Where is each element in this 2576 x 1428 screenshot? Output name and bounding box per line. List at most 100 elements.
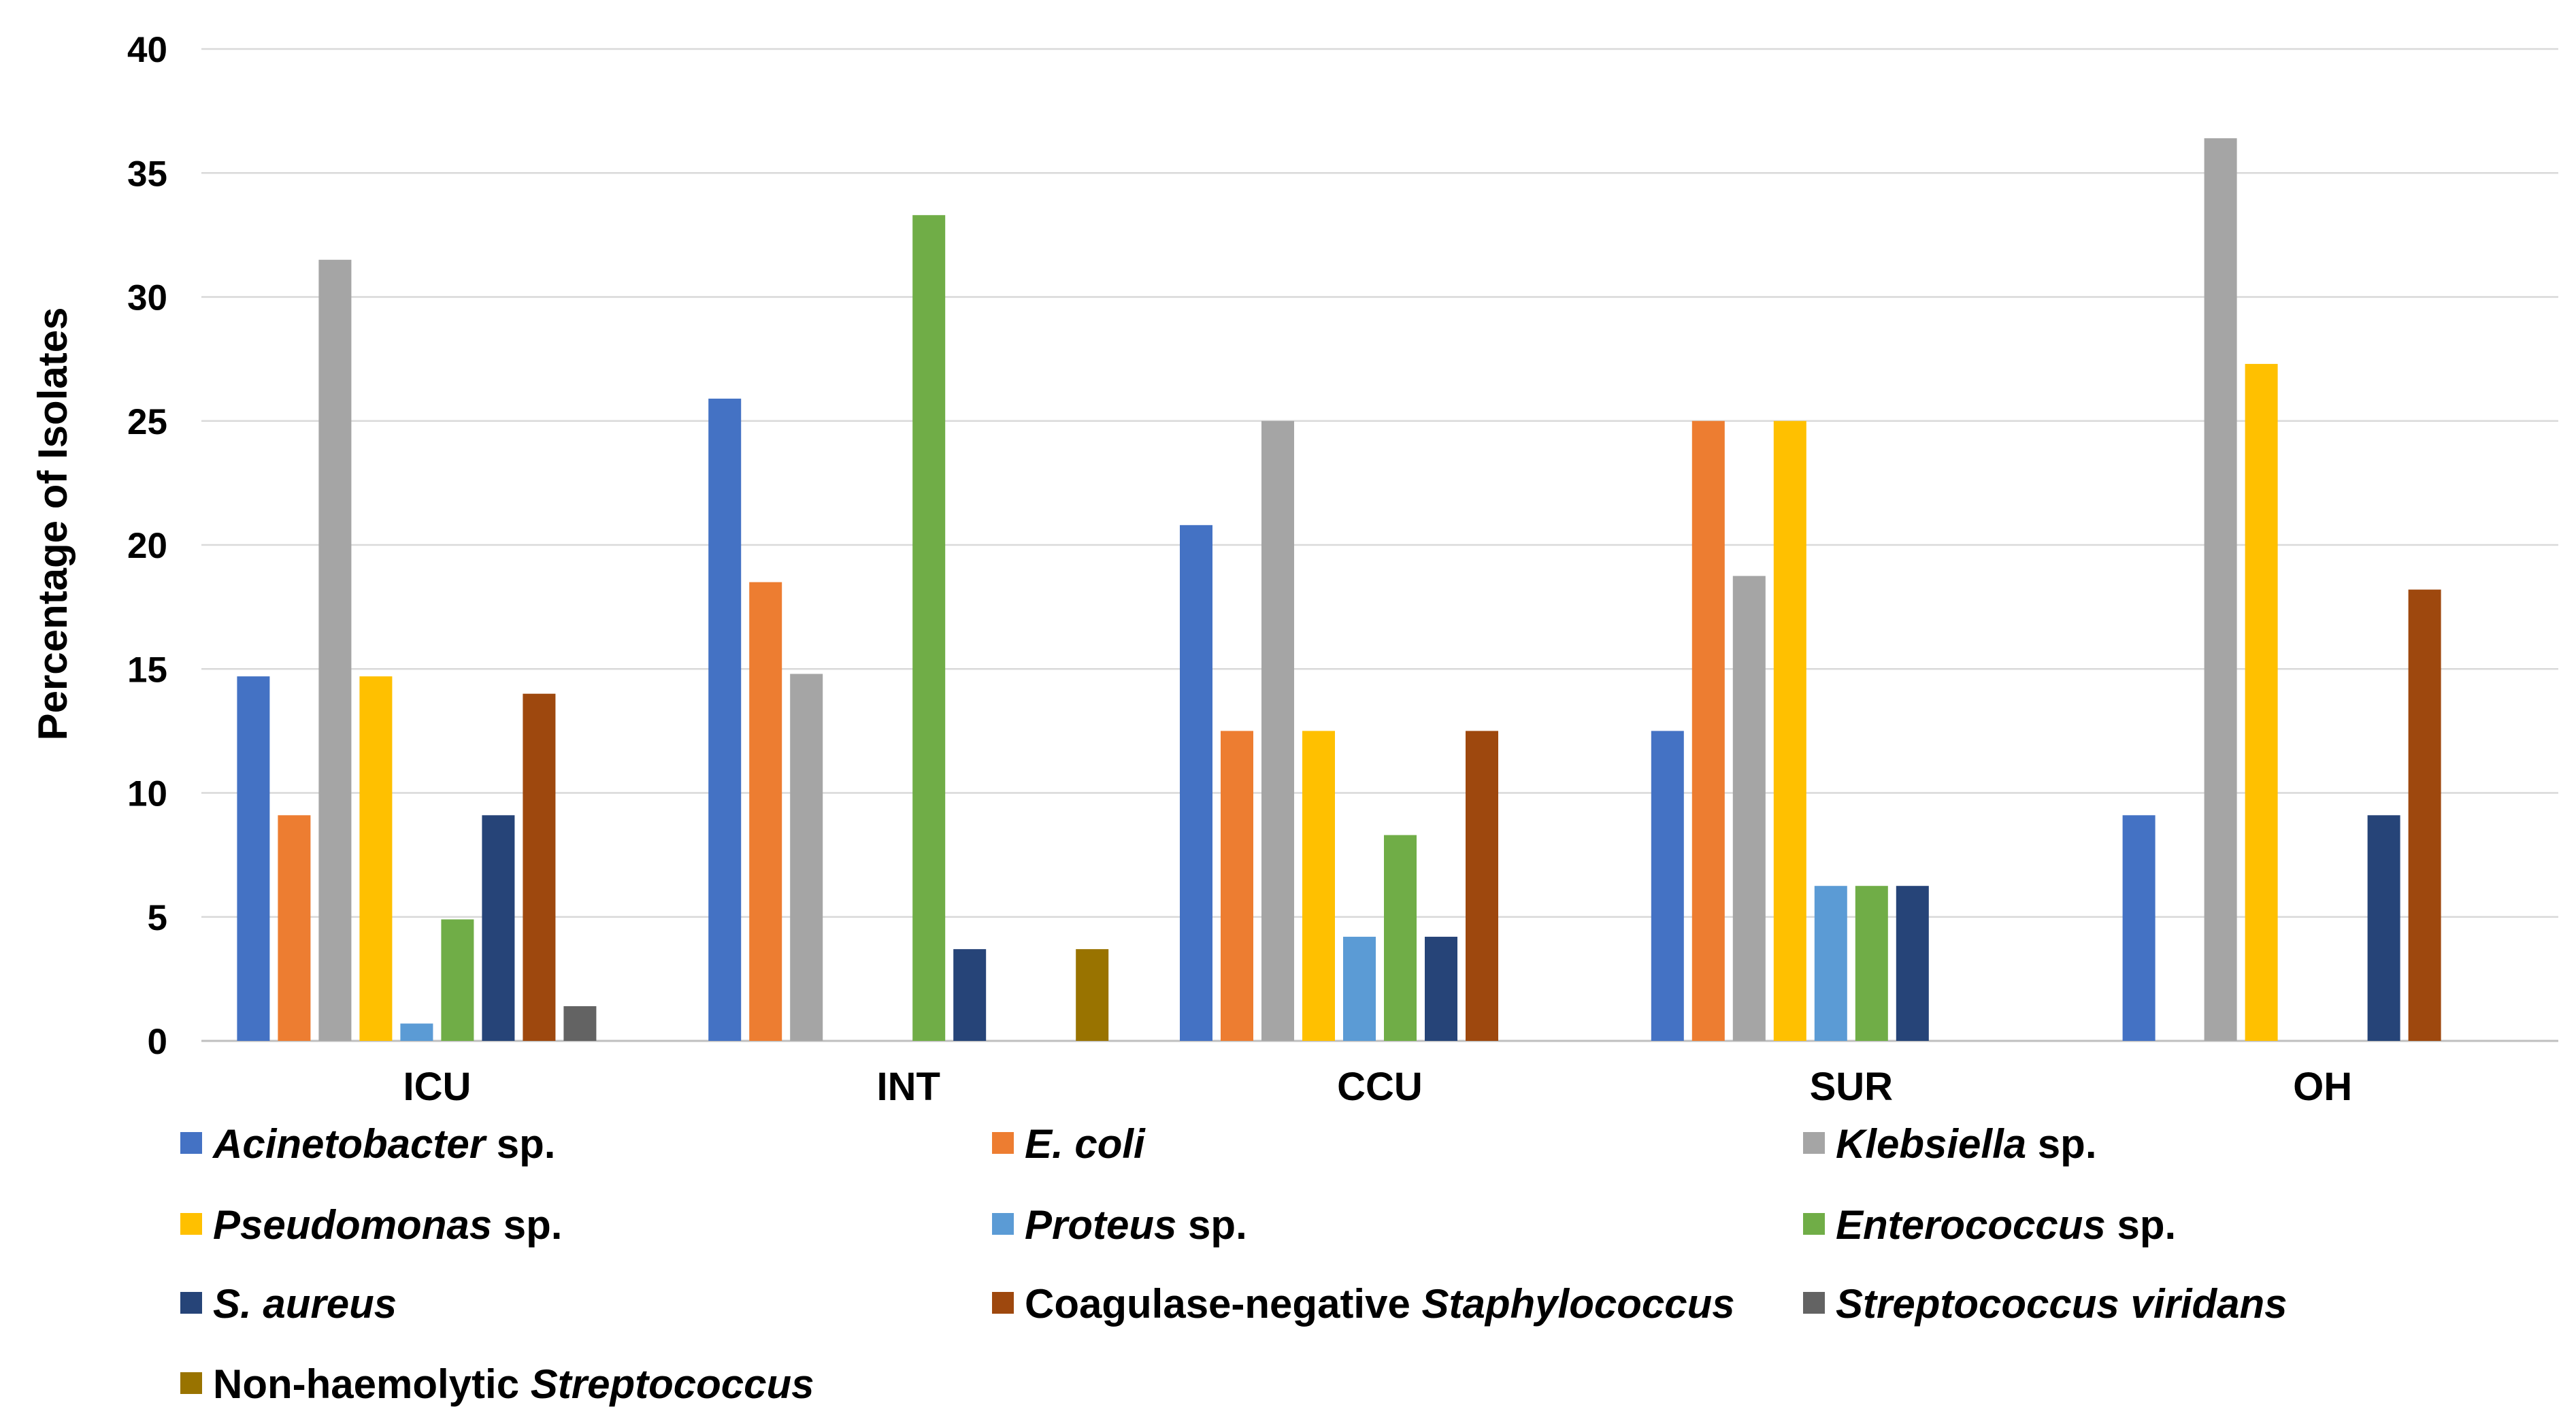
legend-swatch — [180, 1372, 202, 1394]
legend-swatch — [1803, 1213, 1825, 1235]
legend-item: Enterococcus sp. — [1803, 1202, 2176, 1248]
legend-item: E. coli — [992, 1121, 1146, 1167]
legend-item: Acinetobacter sp. — [180, 1121, 555, 1167]
legend-label-part: sp. — [485, 1121, 555, 1167]
bar — [953, 949, 987, 1041]
bar — [359, 676, 393, 1041]
legend-swatch — [1803, 1292, 1825, 1314]
bar — [749, 582, 782, 1041]
legend-item: Pseudomonas sp. — [180, 1202, 562, 1248]
legend-item: S. aureus — [180, 1281, 397, 1327]
bar — [1651, 731, 1684, 1041]
legend-label: Coagulase-negative Staphylococcus — [1025, 1281, 1735, 1327]
legend-swatch — [992, 1132, 1014, 1154]
bar — [1221, 731, 1253, 1041]
legend-label: Proteus sp. — [1025, 1202, 1247, 1248]
x-category-label: INT — [876, 1065, 940, 1109]
bar — [1343, 936, 1376, 1041]
bar — [1896, 886, 1929, 1041]
legend-label-part: Streptococcus — [531, 1361, 814, 1407]
y-tick-label: 40 — [127, 30, 167, 70]
x-axis-categories: ICU INT CCU SUR OH — [403, 1065, 2352, 1109]
bar — [1425, 936, 1457, 1041]
bar — [2204, 138, 2237, 1042]
legend-label-part: S. aureus — [213, 1281, 397, 1327]
legend-label-part: Klebsiella — [1836, 1121, 2026, 1167]
bar — [2122, 815, 2156, 1041]
legend-label: Acinetobacter sp. — [212, 1121, 555, 1167]
legend: Acinetobacter sp. E. coli Klebsiella sp.Ps… — [180, 1121, 2288, 1407]
legend-label-part: Pseudomonas — [213, 1202, 492, 1248]
legend-label-part: sp. — [492, 1202, 562, 1248]
legend-label: E. coli — [1025, 1121, 1146, 1167]
y-tick-label: 10 — [127, 774, 167, 814]
bar — [1691, 420, 1725, 1041]
legend-label-part: Acinetobacter — [212, 1121, 488, 1167]
legend-item: Non-haemolytic Streptococcus — [180, 1361, 814, 1407]
bar — [2408, 589, 2441, 1041]
bar — [1814, 886, 1847, 1041]
y-tick-label: 30 — [127, 278, 167, 318]
bar — [441, 919, 474, 1041]
legend-swatch — [992, 1292, 1014, 1314]
y-tick-label: 15 — [127, 650, 167, 690]
bar — [708, 398, 742, 1041]
bar — [1076, 949, 1109, 1041]
bars — [237, 138, 2441, 1042]
bar — [1384, 835, 1417, 1041]
legend-swatch — [992, 1213, 1014, 1235]
legend-label: S. aureus — [213, 1281, 397, 1327]
bar — [1261, 420, 1294, 1041]
bar — [318, 259, 352, 1042]
bar — [1773, 420, 1806, 1041]
legend-swatch — [180, 1213, 202, 1235]
legend-label-part: E. coli — [1025, 1121, 1146, 1167]
bar — [912, 215, 946, 1042]
legend-swatch — [1803, 1132, 1825, 1154]
bar — [563, 1006, 597, 1041]
legend-label: Non-haemolytic Streptococcus — [213, 1361, 814, 1407]
legend-label-part: Staphylococcus — [1422, 1281, 1735, 1327]
legend-item: Klebsiella sp. — [1803, 1121, 2097, 1167]
x-category-label: OH — [2293, 1065, 2352, 1109]
legend-item: Coagulase-negative Staphylococcus — [992, 1281, 1735, 1327]
legend-item: Proteus sp. — [992, 1202, 1247, 1248]
legend-label: Streptococcus viridans — [1836, 1281, 2288, 1327]
y-axis-title: Percentage of Isolates — [30, 308, 76, 741]
legend-label-part: sp. — [2026, 1121, 2096, 1167]
legend-label-part: Proteus — [1025, 1202, 1176, 1248]
legend-label: Enterococcus sp. — [1836, 1202, 2176, 1248]
x-category-label: CCU — [1337, 1065, 1423, 1109]
y-tick-label: 5 — [148, 898, 167, 938]
bar — [1180, 525, 1212, 1041]
bar — [2367, 815, 2400, 1041]
legend-item: Streptococcus viridans — [1803, 1281, 2288, 1327]
legend-label: Klebsiella sp. — [1836, 1121, 2097, 1167]
legend-label-part: sp. — [1176, 1202, 1246, 1248]
legend-label-part: Streptococcus viridans — [1836, 1281, 2288, 1327]
bar — [1466, 731, 1498, 1041]
legend-label: Pseudomonas sp. — [213, 1202, 562, 1248]
bar — [400, 1023, 433, 1041]
legend-swatch — [180, 1292, 202, 1314]
y-tick-label: 35 — [127, 154, 167, 194]
x-category-label: ICU — [403, 1065, 471, 1109]
y-tick-label: 25 — [127, 402, 167, 442]
gridlines — [201, 48, 2558, 1042]
y-axis-ticks: 0 5 10 15 20 25 30 35 40 — [127, 30, 167, 1062]
bar — [2245, 363, 2278, 1041]
bar — [1855, 886, 1888, 1041]
bar — [523, 693, 556, 1041]
bar — [237, 676, 270, 1041]
y-tick-label: 0 — [148, 1022, 167, 1062]
legend-label-part: Coagulase-negative — [1025, 1281, 1422, 1327]
bar — [790, 674, 823, 1041]
y-tick-label: 20 — [127, 526, 167, 566]
legend-label-part: sp. — [2106, 1202, 2176, 1248]
legend-swatch — [180, 1132, 202, 1154]
bar — [1302, 731, 1335, 1041]
bar — [278, 815, 311, 1041]
bar — [482, 815, 515, 1041]
legend-label-part: Enterococcus — [1836, 1202, 2106, 1248]
